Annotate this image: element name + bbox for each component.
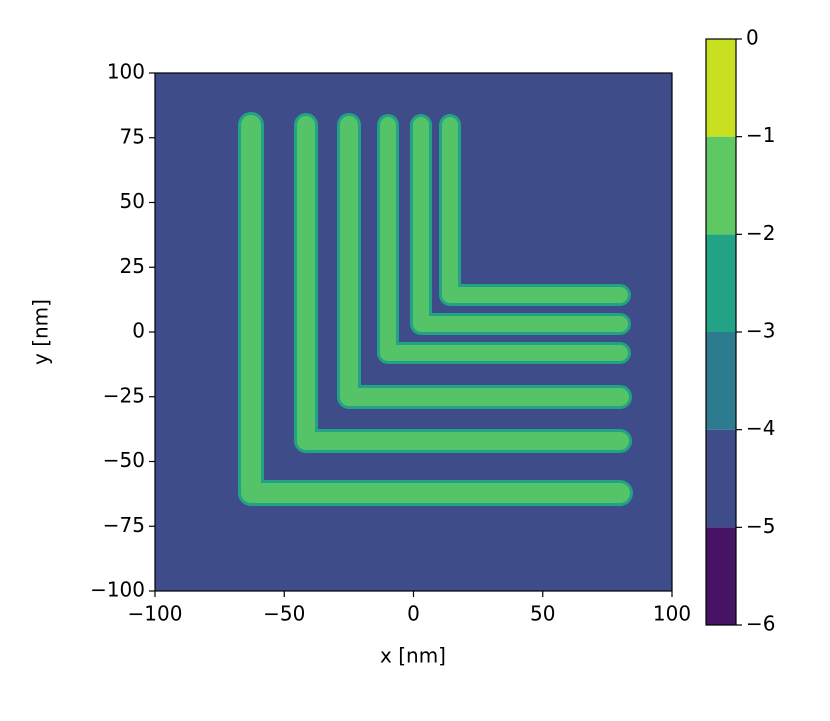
x-tick-label: −50	[263, 602, 305, 626]
y-tick-label: −50	[103, 448, 145, 472]
colorbar-band	[706, 234, 736, 332]
colorbar-band	[706, 429, 736, 528]
colorbar-band	[706, 527, 736, 625]
colorbar-tick-label: −2	[746, 221, 775, 245]
contour-features	[238, 112, 633, 506]
y-tick-label: −100	[90, 578, 145, 602]
y-tick-label: 50	[120, 189, 145, 213]
x-tick-label: 100	[653, 602, 691, 626]
y-tick-label: 100	[107, 60, 145, 84]
y-tick-label: 75	[120, 124, 145, 148]
x-tick-label: 0	[407, 602, 420, 626]
colorbar-tick-label: −1	[746, 123, 775, 147]
colorbar-band	[706, 332, 736, 430]
y-tick-label: −25	[103, 383, 145, 407]
x-tick-label: 50	[530, 602, 555, 626]
colorbar-band	[706, 136, 736, 235]
colorbar-tick-label: −6	[746, 612, 775, 636]
x-tick-label: −100	[128, 602, 183, 626]
colorbar-band	[706, 39, 736, 137]
y-tick-label: −75	[103, 513, 145, 537]
colorbar-tick-label: 0	[746, 26, 759, 50]
y-tick-label: 0	[132, 319, 145, 343]
x-axis-label: x [nm]	[380, 644, 446, 668]
y-tick-label: 25	[120, 254, 145, 278]
y-axis-label: y [nm]	[29, 299, 53, 365]
colorbar-tick-label: −3	[746, 319, 775, 343]
colorbar-tick-label: −4	[746, 416, 775, 440]
colorbar-tick-label: −5	[746, 514, 775, 538]
